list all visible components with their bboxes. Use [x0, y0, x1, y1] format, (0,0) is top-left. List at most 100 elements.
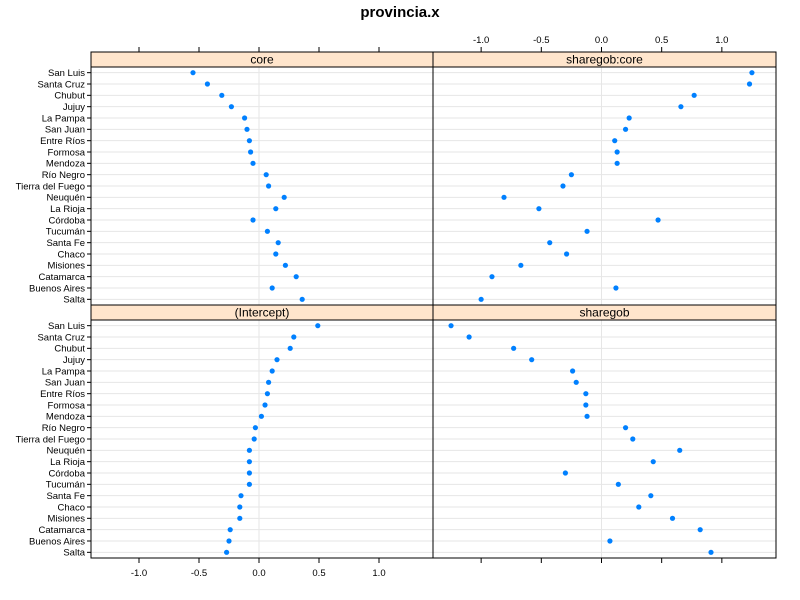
y-tick-label-san-luis: San Luis: [48, 68, 85, 79]
point-intercept-salta: [224, 549, 230, 555]
point-intercept-mendoza: [258, 413, 264, 419]
x-tick-label-top: 0.5: [655, 35, 668, 46]
point-core-tucuman: [264, 228, 270, 234]
panel-sharegob: sharegob: [432, 304, 777, 559]
point-core-formosa: [248, 149, 254, 155]
point-sharegob-core-san-luis: [749, 70, 755, 76]
point-sharegob-chaco: [636, 504, 642, 510]
point-sharegob-core-santa-cruz: [746, 81, 753, 87]
x-tick-label-bottom: -1.0: [131, 568, 147, 579]
y-tick-label-misiones: Misiones: [48, 261, 86, 272]
point-core-cordoba: [250, 217, 256, 223]
y-tick-label-santa-fe: Santa Fe: [46, 491, 85, 502]
point-intercept-santa-cruz: [291, 334, 297, 340]
point-intercept-catamarca: [227, 527, 233, 533]
point-sharegob-core-tucuman: [584, 228, 590, 234]
point-intercept-cordoba: [246, 470, 252, 476]
point-sharegob-core-santa-fe: [547, 240, 553, 246]
point-intercept-la-rioja: [246, 459, 252, 465]
point-sharegob-tucuman: [615, 481, 621, 487]
y-tick-label-entre-rios: Entre Ríos: [40, 389, 85, 400]
point-sharegob-neuquen: [677, 447, 683, 453]
y-tick-label-rio-negro: Río Negro: [42, 423, 85, 434]
point-sharegob-core-jujuy: [678, 104, 684, 110]
x-tick-label-top: -0.5: [533, 35, 549, 46]
y-tick-label-catamarca: Catamarca: [39, 272, 86, 283]
panel-intercept: (Intercept): [90, 304, 434, 559]
y-tick-label-cordoba: Córdoba: [49, 468, 86, 479]
panel-frame-core: [90, 51, 434, 306]
y-tick-label-la-pampa: La Pampa: [42, 113, 86, 124]
point-core-la-pampa: [242, 115, 248, 121]
point-core-neuquen: [281, 194, 287, 200]
strip-label-sharegob: sharegob: [579, 306, 629, 320]
point-intercept-buenos-aires: [226, 538, 232, 544]
point-intercept-chubut: [287, 345, 293, 351]
y-tick-label-chubut: Chubut: [54, 344, 85, 355]
y-tick-label-santa-cruz: Santa Cruz: [37, 79, 85, 90]
point-intercept-tucuman: [246, 481, 252, 487]
point-sharegob-core-la-pampa: [626, 115, 632, 121]
point-sharegob-core-chaco: [563, 251, 570, 257]
point-sharegob-core-rio-negro: [568, 172, 575, 178]
x-tick-label-bottom: 0.5: [312, 568, 325, 579]
point-sharegob-chubut: [511, 345, 517, 351]
y-tick-label-san-juan: San Juan: [45, 125, 85, 136]
panel-frame-intercept: [90, 304, 434, 559]
point-core-rio-negro: [263, 172, 269, 178]
point-core-la-rioja: [273, 206, 279, 212]
strip-label-intercept: (Intercept): [235, 306, 290, 320]
point-core-santa-cruz: [204, 81, 210, 87]
point-sharegob-tierra-del-fuego: [630, 436, 636, 442]
y-tick-label-tucuman: Tucumán: [46, 227, 85, 238]
point-sharegob-la-rioja: [650, 459, 656, 465]
y-tick-label-mendoza: Mendoza: [46, 159, 86, 170]
point-sharegob-jujuy: [529, 357, 535, 363]
y-tick-label-tierra-del-fuego: Tierra del Fuego: [16, 434, 85, 445]
point-core-san-juan: [244, 126, 250, 132]
point-sharegob-core-chubut: [691, 92, 697, 98]
y-tick-label-rio-negro: Río Negro: [42, 170, 85, 181]
point-core-chubut: [219, 92, 225, 98]
strip-label-sharegob-core: sharegob:core: [566, 53, 643, 67]
y-tick-label-buenos-aires: Buenos Aires: [29, 283, 85, 294]
point-sharegob-formosa: [583, 402, 589, 408]
strip-label-core: core: [250, 53, 274, 67]
point-sharegob-core-tierra-del-fuego: [560, 183, 566, 189]
point-intercept-la-pampa: [269, 368, 275, 374]
point-sharegob-la-pampa: [570, 368, 576, 374]
y-tick-label-cordoba: Córdoba: [49, 215, 86, 226]
y-tick-label-formosa: Formosa: [48, 400, 86, 411]
point-sharegob-santa-cruz: [466, 334, 472, 340]
panel-sharegob-core: sharegob:core: [432, 51, 777, 306]
y-tick-label-chaco: Chaco: [58, 249, 85, 260]
point-sharegob-core-entre-rios: [612, 138, 618, 144]
y-tick-label-chubut: Chubut: [54, 91, 85, 102]
point-sharegob-core-neuquen: [501, 194, 507, 200]
point-intercept-tierra-del-fuego: [251, 436, 257, 442]
y-tick-label-santa-fe: Santa Fe: [46, 238, 85, 249]
y-tick-label-la-rioja: La Rioja: [50, 457, 86, 468]
point-sharegob-core-catamarca: [489, 274, 495, 280]
point-sharegob-core-la-rioja: [536, 206, 542, 212]
y-tick-label-chaco: Chaco: [58, 502, 85, 513]
point-intercept-entre-rios: [264, 391, 270, 397]
panel-core: core: [90, 51, 434, 306]
y-tick-label-san-luis: San Luis: [48, 321, 85, 332]
point-core-jujuy: [228, 104, 234, 110]
point-core-san-luis: [190, 70, 196, 76]
y-tick-label-entre-rios: Entre Ríos: [40, 136, 85, 147]
x-tick-label-top: -1.0: [473, 35, 489, 46]
point-sharegob-core-buenos-aires: [613, 285, 619, 291]
y-tick-label-neuquen: Neuquén: [46, 446, 85, 457]
point-intercept-san-juan: [266, 379, 272, 385]
point-intercept-formosa: [262, 402, 268, 408]
panel-frame-sharegob-core: [432, 51, 777, 306]
point-sharegob-catamarca: [697, 527, 703, 533]
y-tick-label-misiones: Misiones: [48, 514, 86, 525]
point-sharegob-core-cordoba: [655, 217, 661, 223]
y-tick-label-salta: Salta: [63, 295, 85, 306]
y-tick-label-tucuman: Tucumán: [46, 480, 85, 491]
